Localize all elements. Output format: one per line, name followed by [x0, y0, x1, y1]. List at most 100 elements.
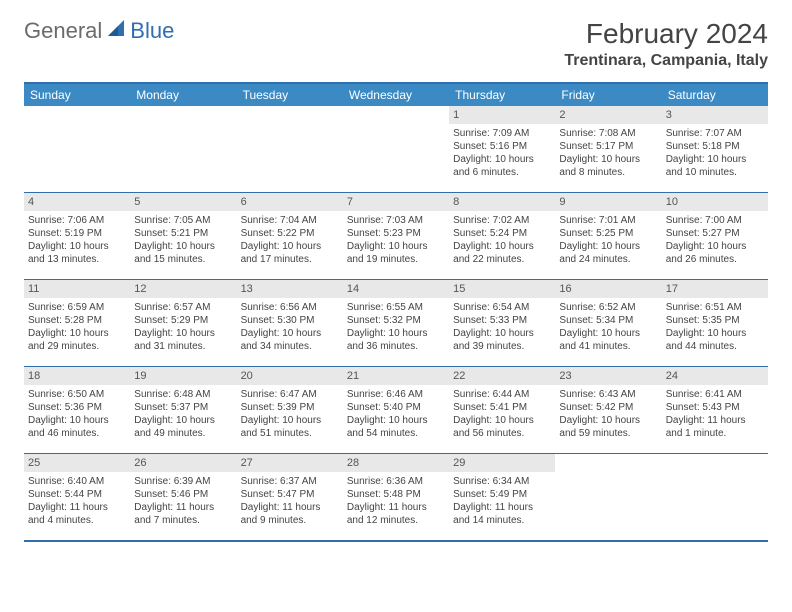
- day-number: 1: [449, 106, 555, 124]
- day-number: 28: [343, 454, 449, 472]
- day-number: 9: [555, 193, 661, 211]
- day-cell: 6Sunrise: 7:04 AMSunset: 5:22 PMDaylight…: [237, 193, 343, 279]
- day-info-line: and 56 minutes.: [453, 427, 551, 440]
- day-info-line: and 29 minutes.: [28, 340, 126, 353]
- day-cell: 27Sunrise: 6:37 AMSunset: 5:47 PMDayligh…: [237, 454, 343, 540]
- day-number: 11: [24, 280, 130, 298]
- day-info-line: Sunrise: 6:59 AM: [28, 301, 126, 314]
- day-number: 17: [662, 280, 768, 298]
- day-info-line: and 34 minutes.: [241, 340, 339, 353]
- day-info-line: Sunset: 5:40 PM: [347, 401, 445, 414]
- day-info-line: Sunset: 5:29 PM: [134, 314, 232, 327]
- day-info-line: Sunrise: 6:55 AM: [347, 301, 445, 314]
- dayhead-monday: Monday: [130, 84, 236, 106]
- day-cell: 8Sunrise: 7:02 AMSunset: 5:24 PMDaylight…: [449, 193, 555, 279]
- day-cell: 3Sunrise: 7:07 AMSunset: 5:18 PMDaylight…: [662, 106, 768, 192]
- day-info-line: Sunrise: 6:43 AM: [559, 388, 657, 401]
- day-info-line: Daylight: 10 hours: [241, 327, 339, 340]
- day-info-line: and 15 minutes.: [134, 253, 232, 266]
- day-info-line: Daylight: 10 hours: [453, 153, 551, 166]
- day-info-line: and 22 minutes.: [453, 253, 551, 266]
- day-info-line: Daylight: 10 hours: [666, 327, 764, 340]
- day-header-row: Sunday Monday Tuesday Wednesday Thursday…: [24, 84, 768, 106]
- day-info-line: and 14 minutes.: [453, 514, 551, 527]
- day-info-line: Sunset: 5:33 PM: [453, 314, 551, 327]
- day-cell: 10Sunrise: 7:00 AMSunset: 5:27 PMDayligh…: [662, 193, 768, 279]
- day-number: 19: [130, 367, 236, 385]
- day-info-line: Sunset: 5:41 PM: [453, 401, 551, 414]
- day-number: 20: [237, 367, 343, 385]
- day-cell: 23Sunrise: 6:43 AMSunset: 5:42 PMDayligh…: [555, 367, 661, 453]
- day-info-line: and 59 minutes.: [559, 427, 657, 440]
- day-info-line: Sunset: 5:27 PM: [666, 227, 764, 240]
- day-number: 8: [449, 193, 555, 211]
- day-cell: 11Sunrise: 6:59 AMSunset: 5:28 PMDayligh…: [24, 280, 130, 366]
- day-cell: 28Sunrise: 6:36 AMSunset: 5:48 PMDayligh…: [343, 454, 449, 540]
- day-info-line: and 8 minutes.: [559, 166, 657, 179]
- day-info-line: Sunrise: 7:02 AM: [453, 214, 551, 227]
- day-cell: 24Sunrise: 6:41 AMSunset: 5:43 PMDayligh…: [662, 367, 768, 453]
- day-number: 6: [237, 193, 343, 211]
- day-cell: [343, 106, 449, 192]
- day-info-line: Sunset: 5:48 PM: [347, 488, 445, 501]
- day-info-line: Sunrise: 6:40 AM: [28, 475, 126, 488]
- day-number: 2: [555, 106, 661, 124]
- day-cell: 21Sunrise: 6:46 AMSunset: 5:40 PMDayligh…: [343, 367, 449, 453]
- day-info-line: Sunrise: 6:51 AM: [666, 301, 764, 314]
- day-cell: [662, 454, 768, 540]
- day-cell: 5Sunrise: 7:05 AMSunset: 5:21 PMDaylight…: [130, 193, 236, 279]
- day-info-line: Sunset: 5:43 PM: [666, 401, 764, 414]
- day-info-line: and 13 minutes.: [28, 253, 126, 266]
- day-info-line: Daylight: 10 hours: [559, 240, 657, 253]
- day-info-line: Sunrise: 7:07 AM: [666, 127, 764, 140]
- day-number: 18: [24, 367, 130, 385]
- day-info-line: Daylight: 11 hours: [241, 501, 339, 514]
- day-info-line: Daylight: 10 hours: [347, 414, 445, 427]
- day-info-line: Daylight: 10 hours: [134, 240, 232, 253]
- day-info-line: Sunrise: 6:48 AM: [134, 388, 232, 401]
- day-cell: 1Sunrise: 7:09 AMSunset: 5:16 PMDaylight…: [449, 106, 555, 192]
- day-info-line: and 1 minute.: [666, 427, 764, 440]
- day-info-line: and 19 minutes.: [347, 253, 445, 266]
- day-info-line: Sunrise: 7:01 AM: [559, 214, 657, 227]
- day-info-line: Daylight: 10 hours: [666, 240, 764, 253]
- day-info-line: and 26 minutes.: [666, 253, 764, 266]
- day-cell: [130, 106, 236, 192]
- day-info-line: Sunrise: 6:52 AM: [559, 301, 657, 314]
- day-info-line: Daylight: 10 hours: [453, 240, 551, 253]
- day-info-line: and 36 minutes.: [347, 340, 445, 353]
- day-number: 4: [24, 193, 130, 211]
- day-info-line: Sunset: 5:28 PM: [28, 314, 126, 327]
- day-cell: [237, 106, 343, 192]
- day-info-line: Daylight: 11 hours: [347, 501, 445, 514]
- day-info-line: Sunrise: 6:41 AM: [666, 388, 764, 401]
- weeks-container: 1Sunrise: 7:09 AMSunset: 5:16 PMDaylight…: [24, 106, 768, 540]
- day-info-line: Sunset: 5:32 PM: [347, 314, 445, 327]
- day-info-line: Sunrise: 6:37 AM: [241, 475, 339, 488]
- day-info-line: Sunrise: 7:03 AM: [347, 214, 445, 227]
- day-number: 23: [555, 367, 661, 385]
- day-number: 5: [130, 193, 236, 211]
- location: Trentinara, Campania, Italy: [564, 52, 768, 70]
- dayhead-wednesday: Wednesday: [343, 84, 449, 106]
- day-cell: 2Sunrise: 7:08 AMSunset: 5:17 PMDaylight…: [555, 106, 661, 192]
- month-title: February 2024: [564, 18, 768, 50]
- day-info-line: Daylight: 10 hours: [666, 153, 764, 166]
- day-cell: 25Sunrise: 6:40 AMSunset: 5:44 PMDayligh…: [24, 454, 130, 540]
- logo-text-blue: Blue: [130, 18, 174, 44]
- dayhead-saturday: Saturday: [662, 84, 768, 106]
- day-number: 13: [237, 280, 343, 298]
- day-number: 3: [662, 106, 768, 124]
- day-info-line: Sunset: 5:37 PM: [134, 401, 232, 414]
- day-cell: 17Sunrise: 6:51 AMSunset: 5:35 PMDayligh…: [662, 280, 768, 366]
- dayhead-tuesday: Tuesday: [237, 84, 343, 106]
- day-cell: 14Sunrise: 6:55 AMSunset: 5:32 PMDayligh…: [343, 280, 449, 366]
- day-number: 26: [130, 454, 236, 472]
- day-cell: 20Sunrise: 6:47 AMSunset: 5:39 PMDayligh…: [237, 367, 343, 453]
- week-row: 4Sunrise: 7:06 AMSunset: 5:19 PMDaylight…: [24, 192, 768, 279]
- day-info-line: Sunrise: 7:08 AM: [559, 127, 657, 140]
- week-row: 1Sunrise: 7:09 AMSunset: 5:16 PMDaylight…: [24, 106, 768, 192]
- calendar: Sunday Monday Tuesday Wednesday Thursday…: [24, 82, 768, 542]
- day-cell: 9Sunrise: 7:01 AMSunset: 5:25 PMDaylight…: [555, 193, 661, 279]
- day-info-line: Daylight: 10 hours: [28, 240, 126, 253]
